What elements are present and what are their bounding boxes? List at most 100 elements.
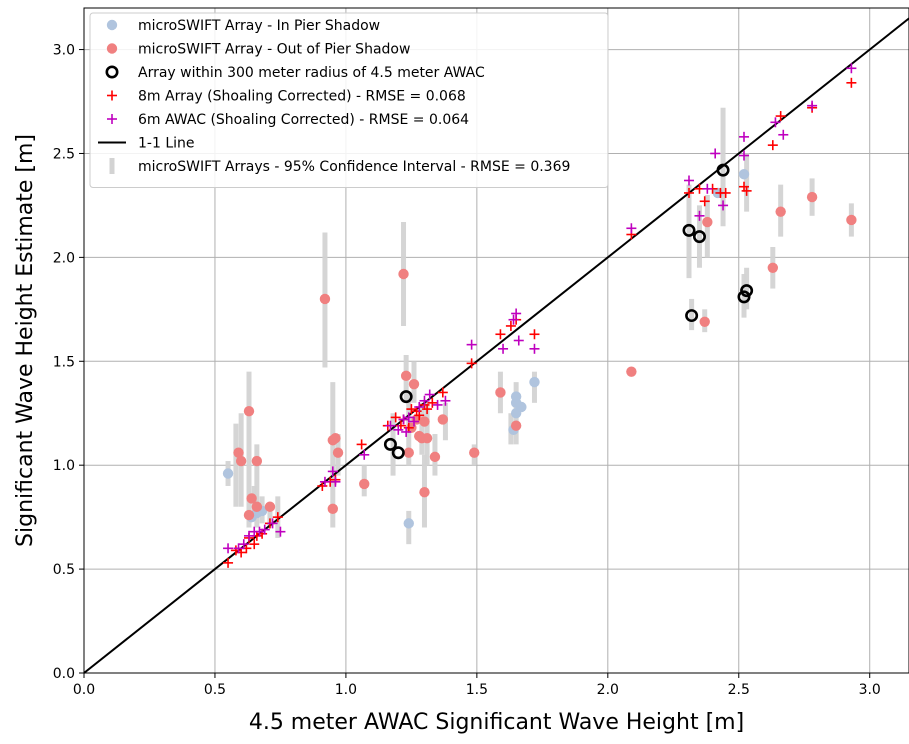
- awac-6m-point: [710, 148, 721, 159]
- awac-6m-point: [770, 117, 781, 128]
- awac-6m-point: [275, 526, 286, 537]
- x-axis-label: 4.5 meter AWAC Significant Wave Height […: [249, 710, 744, 735]
- awac-6m-point: [267, 518, 278, 529]
- awac-6m-point: [513, 335, 524, 346]
- within-radius-point: [685, 309, 699, 323]
- out-shadow-point: [235, 455, 247, 467]
- out-shadow-point: [403, 447, 414, 458]
- awac-6m-point: [702, 183, 713, 194]
- awac-6m-point: [778, 129, 789, 140]
- array-8m-point: [775, 111, 786, 122]
- legend-entry-in: microSWIFT Array - In Pier Shadow: [106, 18, 380, 34]
- out-shadow-point: [330, 432, 341, 444]
- within-radius-point: [682, 223, 696, 237]
- legend-entry-ci: microSWIFT Arrays - 95% Confidence Inter…: [109, 158, 570, 175]
- awac-6m-point: [498, 343, 509, 354]
- awac-6m-point: [432, 399, 443, 410]
- within-radius-point: [391, 446, 405, 460]
- out-shadow-point: [327, 503, 339, 515]
- x-tick-label: 2.0: [597, 682, 619, 698]
- out-shadow-point: [767, 262, 779, 273]
- out-shadow-point: [400, 370, 412, 382]
- awac-6m-point: [233, 543, 244, 554]
- awac-6m-point: [409, 416, 419, 427]
- out-shadow-point: [264, 501, 276, 512]
- awac-6m-point: [466, 339, 477, 350]
- legend-marker-in-shadow: [106, 19, 118, 31]
- array-8m-point: [466, 358, 477, 369]
- out-shadow-point: [429, 451, 441, 463]
- out-shadow-point: [846, 214, 857, 226]
- awac-6m-point: [327, 466, 338, 477]
- array-8m-point: [699, 196, 710, 207]
- legend-label: 1-1 Line: [138, 136, 195, 152]
- out-shadow-point: [775, 206, 786, 217]
- awac-6m-point: [414, 402, 425, 412]
- awac-6m-point: [398, 414, 409, 425]
- one-to-one-line: [83, 17, 909, 674]
- y-tick-label: 3.0: [53, 43, 75, 59]
- awac-6m-point: [718, 200, 729, 211]
- array-8m-point: [230, 545, 241, 556]
- legend-entry-8m: 8m Array (Shoaling Corrected) - RMSE = 0…: [107, 89, 466, 105]
- y-tick-label: 0.0: [53, 666, 75, 682]
- legend-entry-line: 1-1 Line: [98, 136, 195, 152]
- array-8m-point: [720, 187, 731, 198]
- within-radius-point: [716, 163, 730, 177]
- awac-6m-point: [393, 424, 404, 435]
- awac-6m-point: [511, 308, 522, 319]
- x-tick-label: 1.0: [335, 682, 357, 698]
- awac-6m-point: [684, 175, 694, 186]
- array-8m-point: [427, 397, 438, 408]
- out-shadow-point: [332, 447, 344, 458]
- awac-6m-point: [238, 539, 249, 550]
- y-axis-label: Significant Wave Height Estimate [m]: [13, 134, 38, 547]
- legend-entry-6m: 6m AWAC (Shoaling Corrected) - RMSE = 0.…: [107, 112, 469, 128]
- x-tick-label: 0.0: [73, 682, 95, 698]
- legend-label: 6m AWAC (Shoaling Corrected) - RMSE = 0.…: [138, 112, 469, 128]
- legend-label: microSWIFT Arrays - 95% Confidence Inter…: [138, 159, 570, 175]
- array-8m-point: [505, 320, 516, 331]
- out-shadow-point: [510, 420, 522, 431]
- awac-6m-point: [244, 530, 254, 541]
- awac-6m-point: [319, 476, 330, 487]
- y-tick-label: 2.5: [53, 146, 75, 162]
- legend-marker-awac-6m: [107, 114, 117, 124]
- out-shadow-point: [319, 293, 331, 305]
- awac-6m-point: [739, 150, 749, 161]
- out-shadow-point: [419, 487, 430, 498]
- x-tick-label: 3.0: [859, 682, 881, 698]
- within-radius-point: [740, 284, 754, 298]
- out-shadow-point: [251, 501, 263, 512]
- x-tick-label: 2.5: [728, 682, 750, 698]
- out-shadow-point: [699, 316, 710, 327]
- array-8m-point: [406, 404, 417, 415]
- out-shadow-point: [626, 366, 637, 377]
- awac-6m-point: [359, 449, 370, 460]
- out-shadow-point: [246, 493, 257, 504]
- array-8m-point: [846, 77, 857, 88]
- y-tick-label: 1.0: [53, 458, 75, 474]
- legend: microSWIFT Array - In Pier Shadow microSW…: [89, 12, 609, 188]
- out-shadow-point: [421, 432, 433, 444]
- within-radius-point: [399, 390, 413, 404]
- array-8m-point: [684, 187, 694, 198]
- legend-marker-within-radius: [105, 65, 119, 79]
- scatter-points: [222, 63, 857, 568]
- array-8m-point: [356, 439, 367, 450]
- legend-marker-array-8m: [107, 90, 117, 101]
- awac-6m-point: [254, 526, 265, 537]
- one-to-one-line-group: [83, 17, 909, 674]
- legend-label: 8m Array (Shoaling Corrected) - RMSE = 0…: [138, 89, 466, 105]
- awac-6m-point: [739, 131, 749, 142]
- awac-6m-point: [424, 389, 435, 400]
- awac-6m-point: [626, 223, 637, 234]
- out-shadow-point: [702, 216, 713, 228]
- legend-box: [89, 12, 609, 188]
- in-shadow-point: [510, 391, 522, 402]
- array-8m-point: [437, 387, 448, 398]
- array-8m-point: [741, 185, 752, 196]
- awac-6m-point: [385, 420, 396, 431]
- array-8m-point: [223, 557, 234, 568]
- awac-6m-point: [223, 543, 234, 554]
